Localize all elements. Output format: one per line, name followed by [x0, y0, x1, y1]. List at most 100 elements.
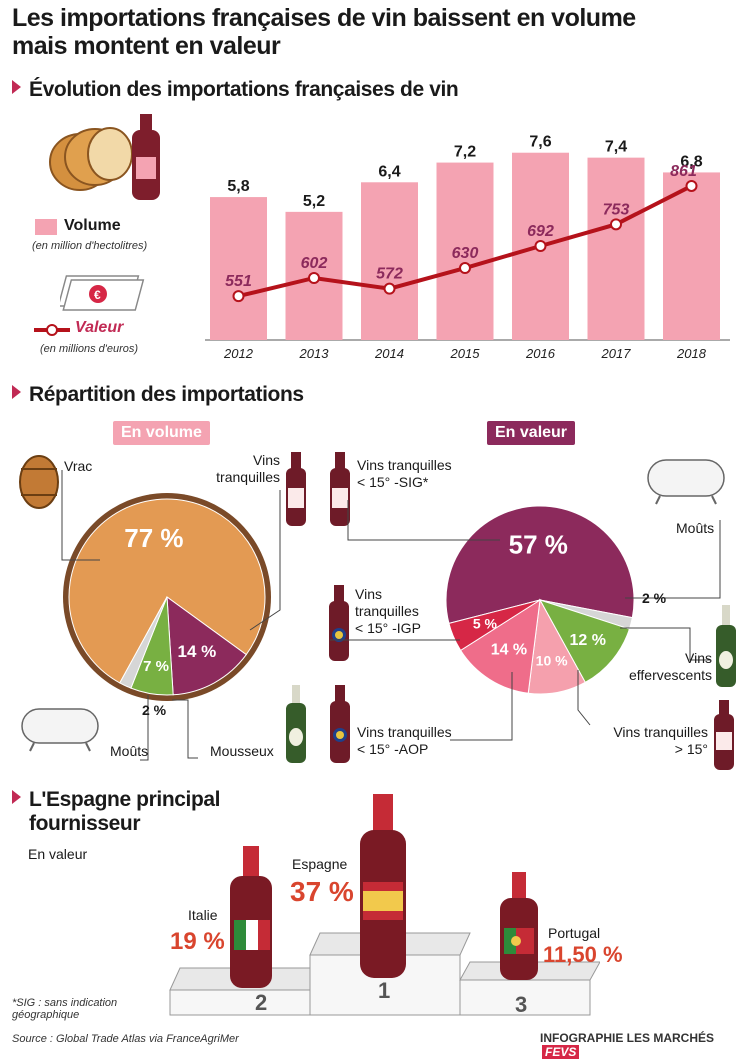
valeur-label-2017: 753	[603, 201, 630, 218]
podium-2	[169, 989, 311, 1016]
valeur-point-2016	[534, 240, 547, 253]
tank-icon	[21, 708, 99, 752]
pie-slice-0	[68, 498, 266, 684]
bar-volume-2018	[663, 172, 720, 340]
pie-valeur-heading: En valeur	[487, 421, 576, 445]
fevs-logo: FEVS	[542, 1045, 580, 1059]
valeur-point-2013	[308, 271, 320, 284]
tank-valeur-icon	[647, 459, 725, 505]
bottle-effervescent-icon	[716, 605, 736, 687]
bottle-italie	[230, 846, 272, 988]
tick-2014: 2014	[374, 346, 404, 361]
valeur-point-2017	[610, 218, 622, 231]
bottle-espagne	[360, 794, 406, 978]
bar-label-2012: 5,8	[227, 178, 249, 195]
bottle-tranquille-icon	[286, 452, 306, 526]
rank-3: 3	[515, 992, 527, 1017]
valeur-point-2014	[383, 282, 396, 295]
legend-valeur-label: Valeur	[75, 319, 124, 336]
valeur-label-2012: 551	[225, 273, 252, 290]
tick-2012: 2012	[223, 346, 254, 361]
bottle-sig-icon	[330, 452, 350, 526]
svg-text:€: €	[94, 288, 101, 302]
label-igp: Vins tranquilles < 15° -IGP	[355, 586, 421, 636]
bottle-portugal	[500, 872, 538, 980]
value-portugal: 11,50 %	[543, 942, 623, 967]
section-evolution-title: Évolution des importations françaises de…	[12, 78, 459, 102]
value-espagne: 37 %	[290, 876, 354, 907]
pie-value-5: 5 %	[473, 615, 498, 631]
label-sig: Vins tranquilles < 15° -SIG*	[357, 457, 452, 490]
bar-label-2018: 6,8	[680, 153, 702, 170]
bar-volume-2014	[361, 182, 418, 340]
podium-chart: 2 1 3	[169, 794, 600, 1017]
bottle-igp-icon	[329, 585, 349, 661]
podium-3	[459, 979, 591, 1016]
section-repartition-title: Répartition des importations	[12, 383, 304, 407]
valeur-point-2015	[459, 262, 471, 275]
pie-value-1: 14 %	[177, 642, 216, 661]
pie-slice-0	[445, 505, 635, 624]
leader-lines	[61, 470, 721, 761]
pie-value-0: 77 %	[124, 523, 183, 553]
valeur-point-2018	[685, 179, 698, 192]
label-sup15: Vins tranquilles > 15°	[613, 724, 708, 757]
value-italie: 19 %	[170, 928, 225, 955]
tick-2016: 2016	[525, 346, 556, 361]
source-note: Source : Global Trade Atlas via FranceAg…	[12, 1033, 239, 1045]
bar-volume-2015	[436, 162, 494, 340]
valeur-point-2012	[232, 290, 245, 303]
label-mouts-volume-value: 2 %	[142, 702, 167, 718]
banknotes-icon: €	[60, 275, 145, 311]
tick-2015: 2015	[450, 346, 481, 361]
legend-valeur-unit: (en millions d'euros)	[40, 343, 139, 355]
country-italie: Italie	[188, 907, 218, 923]
bar-label-2014: 6,4	[378, 163, 400, 180]
pie-slice-4	[459, 599, 541, 694]
label-mouts-valeur-value: 2 %	[642, 590, 667, 606]
rank-1: 1	[378, 978, 390, 1003]
bar-label-2015: 7,2	[454, 144, 476, 161]
bar-label-2017: 7,4	[605, 139, 627, 156]
credit: INFOGRAPHIE LES MARCHÉS FEVS	[540, 1031, 715, 1059]
label-aop: Vins tranquilles < 15° -AOP	[357, 724, 452, 757]
valeur-label-2013: 602	[301, 255, 328, 272]
tick-2018: 2018	[676, 346, 707, 361]
pie-slice-5	[448, 599, 541, 652]
bar-volume-2012	[210, 197, 267, 340]
pie-volume-chart: 77 % 14 % 7 %	[63, 493, 271, 701]
legend-valeur-swatch	[34, 324, 70, 336]
pie-value-4: 14 %	[491, 641, 527, 658]
bottle-mousseux-icon	[286, 685, 306, 763]
bottle-aop-icon	[330, 685, 350, 763]
legend-volume-swatch	[35, 219, 57, 235]
label-mousseux: Mousseux	[210, 743, 274, 759]
pie-value-0: 57 %	[509, 530, 568, 560]
pie-slice-2	[538, 599, 631, 684]
page-title: Les importations françaises de vin baiss…	[12, 4, 636, 60]
label-vins-tranquilles: Vins tranquilles	[216, 452, 280, 485]
bar-label-2013: 5,2	[303, 193, 325, 210]
valeur-label-2018: 861	[670, 163, 697, 180]
pie-valeur-chart: 57 % 12 %10 % 14 % 5 %	[445, 505, 635, 695]
country-espagne: Espagne	[292, 856, 348, 872]
bar-label-2016: 7,6	[529, 134, 551, 151]
bar-volume-2017	[587, 157, 645, 340]
valeur-label-2015: 630	[452, 245, 479, 262]
pie-value-2: 12 %	[570, 632, 606, 649]
tick-2013: 2013	[299, 346, 330, 361]
pie-slice-3	[119, 596, 168, 689]
label-vrac: Vrac	[64, 458, 93, 474]
tick-2017: 2017	[601, 346, 632, 361]
label-mouts-valeur: Moûts	[676, 520, 715, 536]
pie-volume-heading: En volume	[113, 421, 210, 445]
label-mouts: Moûts	[110, 743, 149, 759]
label-effervescents: Vins effervescents	[628, 650, 712, 683]
rank-2: 2	[255, 990, 267, 1015]
legend-volume-unit: (en million d'hectolitres)	[32, 240, 148, 252]
section-fournisseur-title: L'Espagne principal fournisseur	[12, 788, 221, 836]
section-fournisseur-subtitle: En valeur	[28, 846, 88, 862]
valeur-label-2014: 572	[376, 266, 403, 283]
pie-value-3: 10 %	[536, 653, 568, 669]
barrel-bottle-icon	[49, 114, 160, 200]
